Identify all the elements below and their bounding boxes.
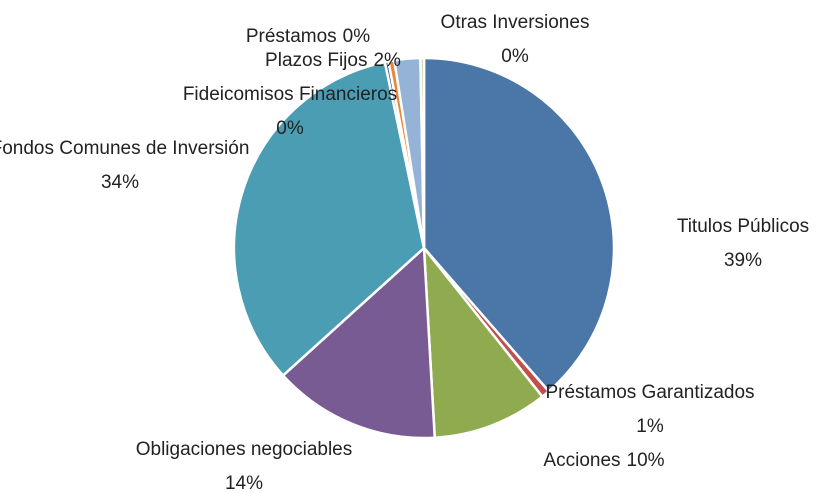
slice-value: 2% [373, 50, 401, 71]
pie-slice [422, 244, 545, 440]
slice-label: Fideicomisos Financieros 0% [183, 84, 397, 139]
pie-slice [419, 56, 426, 249]
slice-value: 10% [627, 450, 665, 471]
slice-name: Otras Inversiones [441, 12, 590, 33]
slice-label: Fondos Comunes de Inversión 34% [0, 138, 249, 193]
slice-name: Plazos Fijos [265, 50, 367, 71]
slice-value: 0% [276, 118, 304, 139]
slice-value: 39% [724, 250, 762, 271]
slice-name: Préstamos Garantizados [545, 382, 754, 403]
slice-label: Otras Inversiones 0% [441, 12, 590, 67]
pie-slice [232, 60, 426, 378]
slice-value: 0% [343, 26, 371, 47]
slice-label: Préstamos Garantizados 1% [545, 382, 754, 437]
slice-name: Obligaciones negociables [136, 439, 353, 460]
slice-label: Obligaciones negociables 14% [136, 439, 353, 493]
pie-slice [422, 56, 616, 394]
slice-name: Titulos Públicos [677, 216, 809, 237]
slice-label: Titulos Públicos 39% [677, 216, 809, 271]
slice-label: Préstamos 0% [246, 26, 370, 47]
pie-slice [281, 245, 437, 440]
slice-value: 34% [101, 172, 139, 193]
slice-name: Fondos Comunes de Inversión [0, 138, 249, 159]
slice-name: Acciones [543, 450, 620, 471]
slice-label: Plazos Fijos 2% [265, 50, 401, 71]
slice-value: 14% [225, 473, 263, 493]
slice-label: Acciones 10% [543, 450, 664, 471]
slice-value: 0% [501, 46, 529, 67]
slice-name: Préstamos [246, 26, 337, 47]
slice-value: 1% [636, 416, 664, 437]
slice-name: Fideicomisos Financieros [183, 84, 397, 105]
